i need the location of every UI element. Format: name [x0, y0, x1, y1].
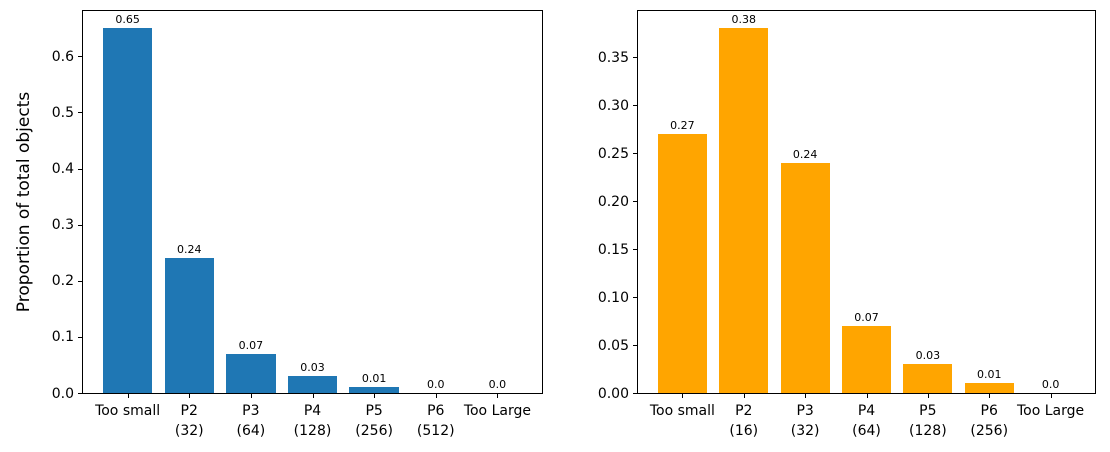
y-axis-tick — [633, 249, 637, 250]
y-tick-label: 0.35 — [597, 49, 629, 66]
y-axis-tick — [78, 280, 82, 282]
y-tick-label: 0.3 — [51, 217, 74, 234]
y-axis-tick — [633, 297, 637, 298]
y-axis-tick — [78, 56, 82, 58]
bar — [349, 387, 399, 393]
x-tick-label: P4 (64) — [852, 403, 881, 439]
x-tick-label: Too Large — [463, 403, 531, 419]
x-tick-label: Too small — [649, 403, 715, 419]
y-tick-label: 0.5 — [51, 104, 74, 121]
x-axis-tick — [312, 394, 314, 398]
bar-value-label: 0.01 — [976, 368, 1002, 382]
x-tick-label: P5 (256) — [355, 403, 393, 439]
bar — [719, 28, 769, 393]
x-axis-tick — [374, 394, 376, 398]
y-axis-tick — [78, 393, 82, 394]
x-tick-label: P5 (128) — [909, 403, 947, 439]
x-tick-label: P4 (128) — [293, 403, 332, 439]
y-axis-tick — [633, 153, 637, 155]
x-axis-tick — [682, 394, 684, 398]
y-axis-tick — [78, 224, 82, 226]
bar — [164, 258, 214, 393]
y-tick-label: 0.1 — [51, 329, 74, 346]
x-axis-tick — [1050, 394, 1052, 398]
y-tick-label: 0.05 — [597, 337, 629, 354]
x-tick-label: P6 (256) — [970, 403, 1009, 439]
x-axis-tick — [435, 394, 437, 398]
bar-value-label: 0.07 — [854, 310, 879, 324]
y-tick-label: 0.10 — [597, 289, 629, 306]
y-tick-label: 0.0 — [51, 385, 74, 402]
y-tick-label: 0.25 — [597, 145, 629, 162]
y-axis-tick — [78, 112, 82, 114]
x-tick-label: P2 (16) — [729, 403, 759, 439]
x-tick-label: P2 (32) — [174, 403, 204, 439]
bar — [841, 325, 892, 393]
y-tick-label: 0.15 — [597, 241, 629, 258]
y-tick-label: 0.00 — [597, 385, 629, 402]
y-axis-tick — [78, 336, 82, 338]
x-axis-tick — [743, 394, 745, 398]
x-tick-label: P6 (512) — [416, 403, 455, 439]
x-axis-tick — [866, 394, 868, 398]
bar-value-label: 0.03 — [915, 349, 941, 363]
x-axis-tick — [805, 394, 807, 398]
bar — [903, 364, 953, 393]
x-tick-label: P3 (64) — [236, 403, 266, 439]
y-axis-tick — [633, 57, 637, 59]
bar-value-label: 0.01 — [361, 372, 387, 386]
bar — [964, 383, 1014, 393]
bar-value-label: 0.24 — [176, 243, 202, 257]
y-axis-tick — [633, 345, 637, 346]
y-tick-label: 0.2 — [51, 273, 74, 290]
bar — [102, 28, 153, 393]
x-axis-tick — [927, 394, 929, 398]
bar — [226, 353, 276, 393]
x-tick-label: P3 (32) — [790, 403, 820, 439]
x-tick-label: Too small — [95, 403, 161, 419]
plot-area — [82, 10, 543, 394]
y-axis-tick — [78, 168, 82, 170]
bar — [657, 133, 707, 393]
x-axis-tick — [989, 394, 991, 398]
x-axis-tick — [127, 394, 129, 398]
y-axis-tick — [633, 201, 637, 203]
bar-value-label: 0.0 — [427, 378, 445, 391]
bar-value-label: 0.07 — [238, 338, 264, 352]
bar-value-label: 0.24 — [792, 147, 818, 161]
x-axis-tick — [250, 394, 252, 398]
bar-value-label: 0.27 — [670, 118, 695, 132]
x-axis-tick — [497, 394, 499, 398]
bar — [287, 376, 338, 393]
bar-value-label: 0.38 — [731, 13, 757, 27]
y-tick-label: 0.4 — [51, 161, 74, 178]
x-axis-tick — [189, 394, 191, 398]
y-axis-tick — [633, 393, 637, 394]
y-tick-label: 0.20 — [597, 193, 629, 210]
y-tick-label: 0.6 — [51, 48, 74, 65]
bar-value-label: 0.03 — [300, 361, 325, 375]
bar — [780, 162, 830, 393]
bar-value-label: 0.0 — [1041, 378, 1060, 391]
y-axis-tick — [633, 105, 637, 107]
y-tick-label: 0.30 — [597, 97, 629, 114]
x-tick-label: Too Large — [1017, 403, 1085, 419]
bar-value-label: 0.0 — [488, 378, 507, 391]
bar-value-label: 0.65 — [115, 13, 140, 27]
